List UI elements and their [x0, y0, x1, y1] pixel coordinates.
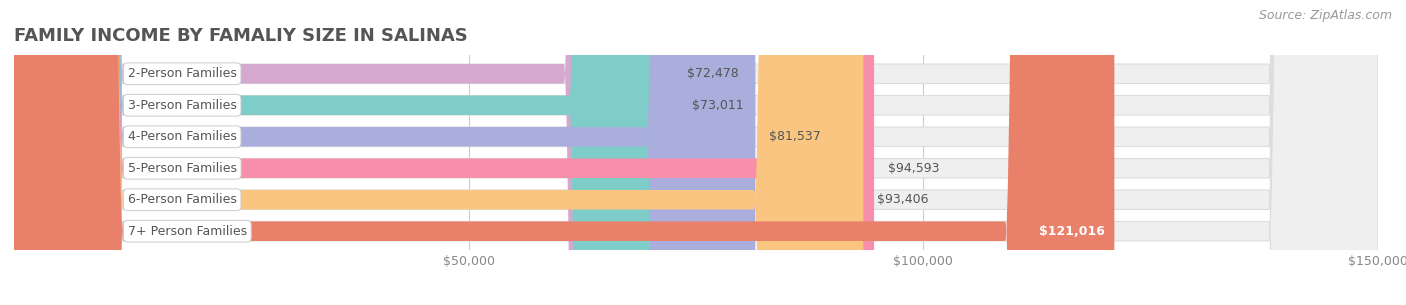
FancyBboxPatch shape: [14, 0, 875, 305]
Text: 7+ Person Families: 7+ Person Families: [128, 225, 247, 238]
FancyBboxPatch shape: [14, 0, 1378, 305]
FancyBboxPatch shape: [14, 0, 678, 305]
Text: 4-Person Families: 4-Person Families: [128, 130, 236, 143]
FancyBboxPatch shape: [14, 0, 1378, 305]
FancyBboxPatch shape: [14, 0, 755, 305]
FancyBboxPatch shape: [14, 0, 1378, 305]
Text: 5-Person Families: 5-Person Families: [128, 162, 236, 175]
Text: Source: ZipAtlas.com: Source: ZipAtlas.com: [1258, 9, 1392, 22]
Text: FAMILY INCOME BY FAMALIY SIZE IN SALINAS: FAMILY INCOME BY FAMALIY SIZE IN SALINAS: [14, 27, 468, 45]
Text: $121,016: $121,016: [1039, 225, 1105, 238]
Text: 3-Person Families: 3-Person Families: [128, 99, 236, 112]
Text: 2-Person Families: 2-Person Families: [128, 67, 236, 80]
Text: $94,593: $94,593: [887, 162, 939, 175]
FancyBboxPatch shape: [14, 0, 863, 305]
FancyBboxPatch shape: [14, 0, 1115, 305]
Text: $72,478: $72,478: [686, 67, 738, 80]
FancyBboxPatch shape: [14, 0, 673, 305]
Text: $73,011: $73,011: [692, 99, 744, 112]
Text: 6-Person Families: 6-Person Families: [128, 193, 236, 206]
FancyBboxPatch shape: [14, 0, 1378, 305]
Text: $81,537: $81,537: [769, 130, 821, 143]
FancyBboxPatch shape: [14, 0, 1378, 305]
Text: $93,406: $93,406: [877, 193, 928, 206]
FancyBboxPatch shape: [14, 0, 1378, 305]
